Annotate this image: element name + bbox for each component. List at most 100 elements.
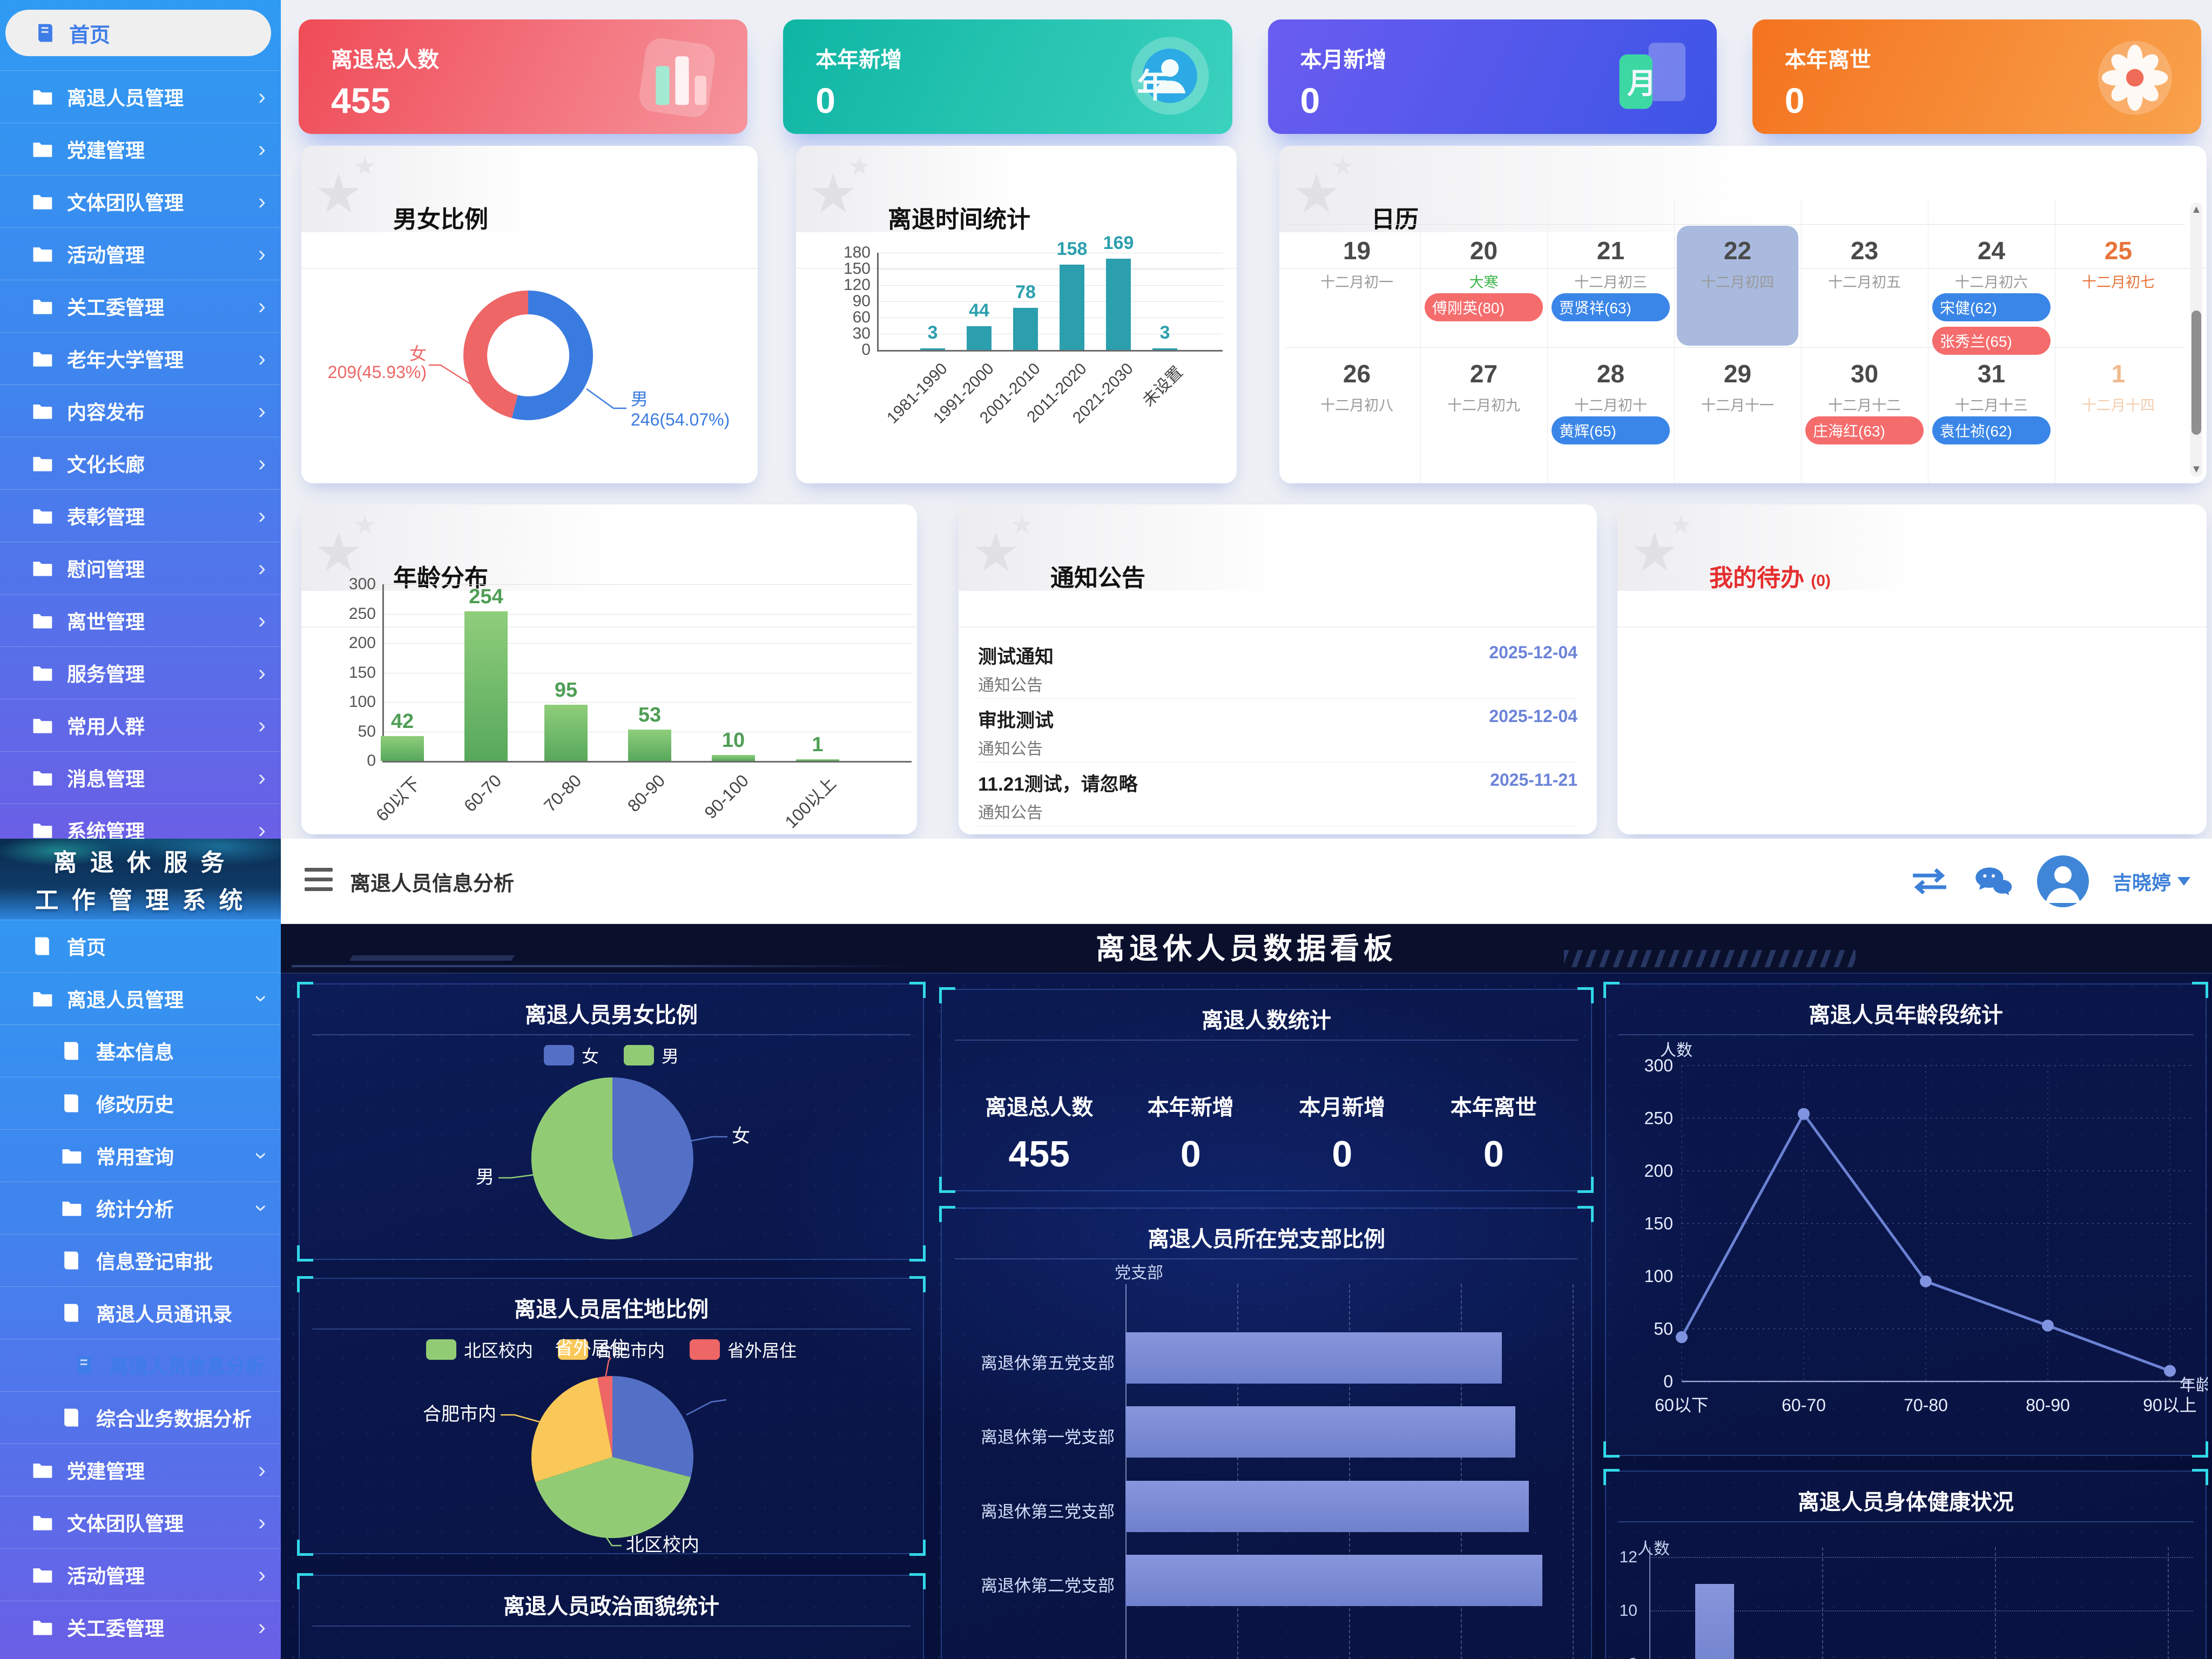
calendar-scrollbar[interactable]: ▲ ▼ xyxy=(2190,203,2202,477)
scroll-down-icon[interactable]: ▼ xyxy=(2191,463,2202,475)
sidebar-item-home[interactable]: 首页 xyxy=(5,10,271,56)
sidebar-item-11[interactable]: 离世管理 › xyxy=(0,594,281,646)
sidebar-item-2[interactable]: 基本信息 xyxy=(0,1024,281,1077)
sidebar-item-7[interactable]: 离退人员通讯录 xyxy=(0,1286,281,1339)
sidebar-item-4[interactable]: 活动管理 › xyxy=(0,227,281,280)
legend-item[interactable]: 合肥市内 xyxy=(557,1337,665,1362)
sidebar-item-7[interactable]: 内容发布 › xyxy=(0,385,281,437)
svg-text:男: 男 xyxy=(476,1167,494,1188)
sidebar-item-label: 服务管理 xyxy=(67,663,145,685)
sidebar-top: 首页 离退人员管理 › 党建管理 › 文体团队管理 › 活动管理 › 关工委管理 › 老年大学管理 ›… xyxy=(0,0,281,839)
notice-item[interactable]: 这次打开是正常的吗通知公告2025-11-21 xyxy=(978,826,1577,834)
hamburger-menu-icon[interactable] xyxy=(305,868,333,893)
svg-text:50: 50 xyxy=(1654,1319,1673,1339)
sidebar-item-label: 离退人员通讯录 xyxy=(96,1303,233,1325)
sidebar-item-4[interactable]: 常用查询 › xyxy=(0,1129,281,1182)
sidebar-item-8[interactable]: 文化长廊 › xyxy=(0,437,281,489)
calendar-day-cell[interactable]: 22 十二月初四 xyxy=(1674,224,1801,347)
calendar-day-cell[interactable]: 26 十二月初八 xyxy=(1293,347,1420,483)
sidebar-item-10[interactable]: 党建管理 › xyxy=(0,1444,281,1496)
day-number: 27 xyxy=(1469,360,1498,388)
chevron-down-icon: › xyxy=(249,1152,275,1159)
calendar-day-cell[interactable]: 29 十二月十一 xyxy=(1674,347,1801,483)
chart-legend[interactable]: 女男 xyxy=(300,1043,923,1068)
calendar-day-cell[interactable]: 25 十二月初七 xyxy=(2055,224,2182,347)
calendar-event-pill[interactable]: 黄辉(65) xyxy=(1552,416,1670,444)
sidebar-item-11[interactable]: 文体团队管理 › xyxy=(0,1496,281,1548)
notice-item[interactable]: 测试通知 通知公告 2025-12-04 xyxy=(978,635,1577,699)
calendar-day-cell[interactable]: 19 十二月初一 xyxy=(1293,224,1420,347)
calendar-event-pill[interactable]: 傅刚英(80) xyxy=(1425,293,1543,321)
sidebar-item-9[interactable]: 综合业务数据分析 xyxy=(0,1391,281,1444)
board-header: 离退休人员数据看板 xyxy=(281,924,2212,974)
calendar-event-pill[interactable]: 张秀兰(65) xyxy=(1932,327,2051,355)
sidebar-item-3[interactable]: 文体团队管理 › xyxy=(0,175,281,227)
calendar-event-pill[interactable]: 袁仕祯(62) xyxy=(1932,416,2051,444)
bar xyxy=(1060,265,1084,350)
sidebar-item-3[interactable]: 修改历史 xyxy=(0,1077,281,1129)
calendar-day-cell[interactable]: 30 十二月十二 庄海红(63) xyxy=(1801,347,1928,483)
sidebar-item-13[interactable]: 关工委管理 › xyxy=(0,1601,281,1653)
app-logo: 离 退 休 服 务 工 作 管 理 系 统 xyxy=(0,839,281,920)
selected-day-highlight xyxy=(1677,226,1798,346)
sidebar-item-1[interactable]: 离退人员管理 › xyxy=(0,972,281,1024)
legend-item[interactable]: 省外居住 xyxy=(690,1337,797,1362)
calendar-day-cell[interactable]: 31 十二月十三 袁仕祯(62) xyxy=(1928,347,2055,483)
day-number: 20 xyxy=(1469,237,1498,265)
scrollbar-thumb[interactable] xyxy=(2191,311,2201,435)
sidebar-item-14[interactable]: 消息管理 › xyxy=(0,751,281,804)
calendar-day-cell[interactable]: 24 十二月初六 宋健(62) 张秀兰(65) xyxy=(1928,224,2055,355)
sidebar-item-6[interactable]: 老年大学管理 › xyxy=(0,332,281,385)
calendar-day-cell[interactable]: 21 十二月初三 贾贤祥(63) xyxy=(1547,224,1674,347)
calendar-day-cell[interactable]: 20 大寒 傅刚英(80) xyxy=(1420,224,1547,347)
sidebar-item-1[interactable]: 离退人员管理 › xyxy=(0,70,281,123)
swap-arrows-icon[interactable] xyxy=(1910,865,1950,898)
chevron-right-icon: › xyxy=(258,398,266,423)
legend-item[interactable]: 男 xyxy=(624,1043,679,1068)
svg-text:人数: 人数 xyxy=(1660,1042,1692,1060)
dashboard-home-view: 离退总人数 455 本年新增 0 年 本月新增 0 月 本年离世 0 ★ ★ 男女比例 女 209… xyxy=(281,0,2212,839)
calendar-day-cell[interactable]: 28 十二月初十 黄辉(65) xyxy=(1547,347,1674,483)
stat-cards-row: 离退总人数 455 本年新增 0 年 本月新增 0 月 本年离世 0 xyxy=(299,19,2201,134)
scroll-up-icon[interactable]: ▲ xyxy=(2191,204,2202,215)
sidebar-item-5[interactable]: 统计分析 › xyxy=(0,1182,281,1234)
notice-item[interactable]: 审批测试 通知公告 2025-12-04 xyxy=(978,699,1577,763)
health-bar-chart: 人数12108 xyxy=(1606,1472,2206,1659)
folder-icon xyxy=(30,661,54,685)
calendar-day-cell[interactable]: 27 十二月初九 xyxy=(1420,347,1547,483)
calendar-day-cell[interactable]: 1 十二月十四 xyxy=(2055,347,2182,483)
sidebar-item-8[interactable]: 离退人员信息分析 xyxy=(0,1339,281,1391)
card-title: 我的待办 (0) xyxy=(1709,565,1831,591)
legend-swatch xyxy=(557,1339,588,1360)
svg-text:80-90: 80-90 xyxy=(2026,1395,2070,1415)
chart-legend[interactable]: 北区校内 合肥市内 省外居住 xyxy=(300,1337,923,1362)
sidebar-item-0[interactable]: 首页 xyxy=(0,920,281,972)
sidebar-item-2[interactable]: 党建管理 › xyxy=(0,123,281,175)
wechat-chat-icon[interactable] xyxy=(1973,865,2013,898)
board-politics-panel: 离退人员政治面貌统计 xyxy=(297,1573,926,1659)
sidebar-item-6[interactable]: 信息登记审批 xyxy=(0,1234,281,1286)
doc-icon xyxy=(33,21,57,45)
sidebar-item-label: 离退人员管理 xyxy=(67,989,184,1011)
notice-item[interactable]: 11.21测试，请忽略 通知公告 2025-11-21 xyxy=(978,763,1577,826)
bar xyxy=(920,348,945,350)
sidebar-item-9[interactable]: 表彰管理 › xyxy=(0,489,281,542)
calendar-event-pill[interactable]: 宋健(62) xyxy=(1932,293,2051,321)
calendar-event-pill[interactable]: 庄海红(63) xyxy=(1805,416,1924,444)
app-logo-line1: 离 退 休 服 务 xyxy=(53,849,228,876)
user-menu[interactable]: 吉晓婷 xyxy=(2113,867,2190,895)
sidebar-item-13[interactable]: 常用人群 › xyxy=(0,699,281,751)
sidebar-item-12[interactable]: 活动管理 › xyxy=(0,1548,281,1601)
calendar-day-cell[interactable]: 23 十二月初五 xyxy=(1801,224,1928,347)
sidebar-item-12[interactable]: 服务管理 › xyxy=(0,646,281,699)
sidebar-item-5[interactable]: 关工委管理 › xyxy=(0,280,281,332)
sidebar-item-10[interactable]: 慰问管理 › xyxy=(0,542,281,594)
sidebar-item-15[interactable]: 系统管理 › xyxy=(0,804,281,839)
legend-item[interactable]: 北区校内 xyxy=(426,1337,533,1362)
legend-item[interactable]: 女 xyxy=(543,1043,599,1068)
calendar-event-pill[interactable]: 贾贤祥(63) xyxy=(1552,293,1670,321)
calendar-card: ★ ★ 日历 19 十二月初一 20 大寒 傅刚英(80) 21 十二月初三 贾贤祥(63) 2… xyxy=(1279,146,2207,483)
board-stat-value: 455 xyxy=(1008,1134,1070,1175)
branch-bar-chart: 党支部 离退休第五党支部 离退休第一党支部 离退休第三党支部 离退休第二党支部 xyxy=(942,1209,1591,1659)
user-avatar[interactable] xyxy=(2036,855,2089,907)
